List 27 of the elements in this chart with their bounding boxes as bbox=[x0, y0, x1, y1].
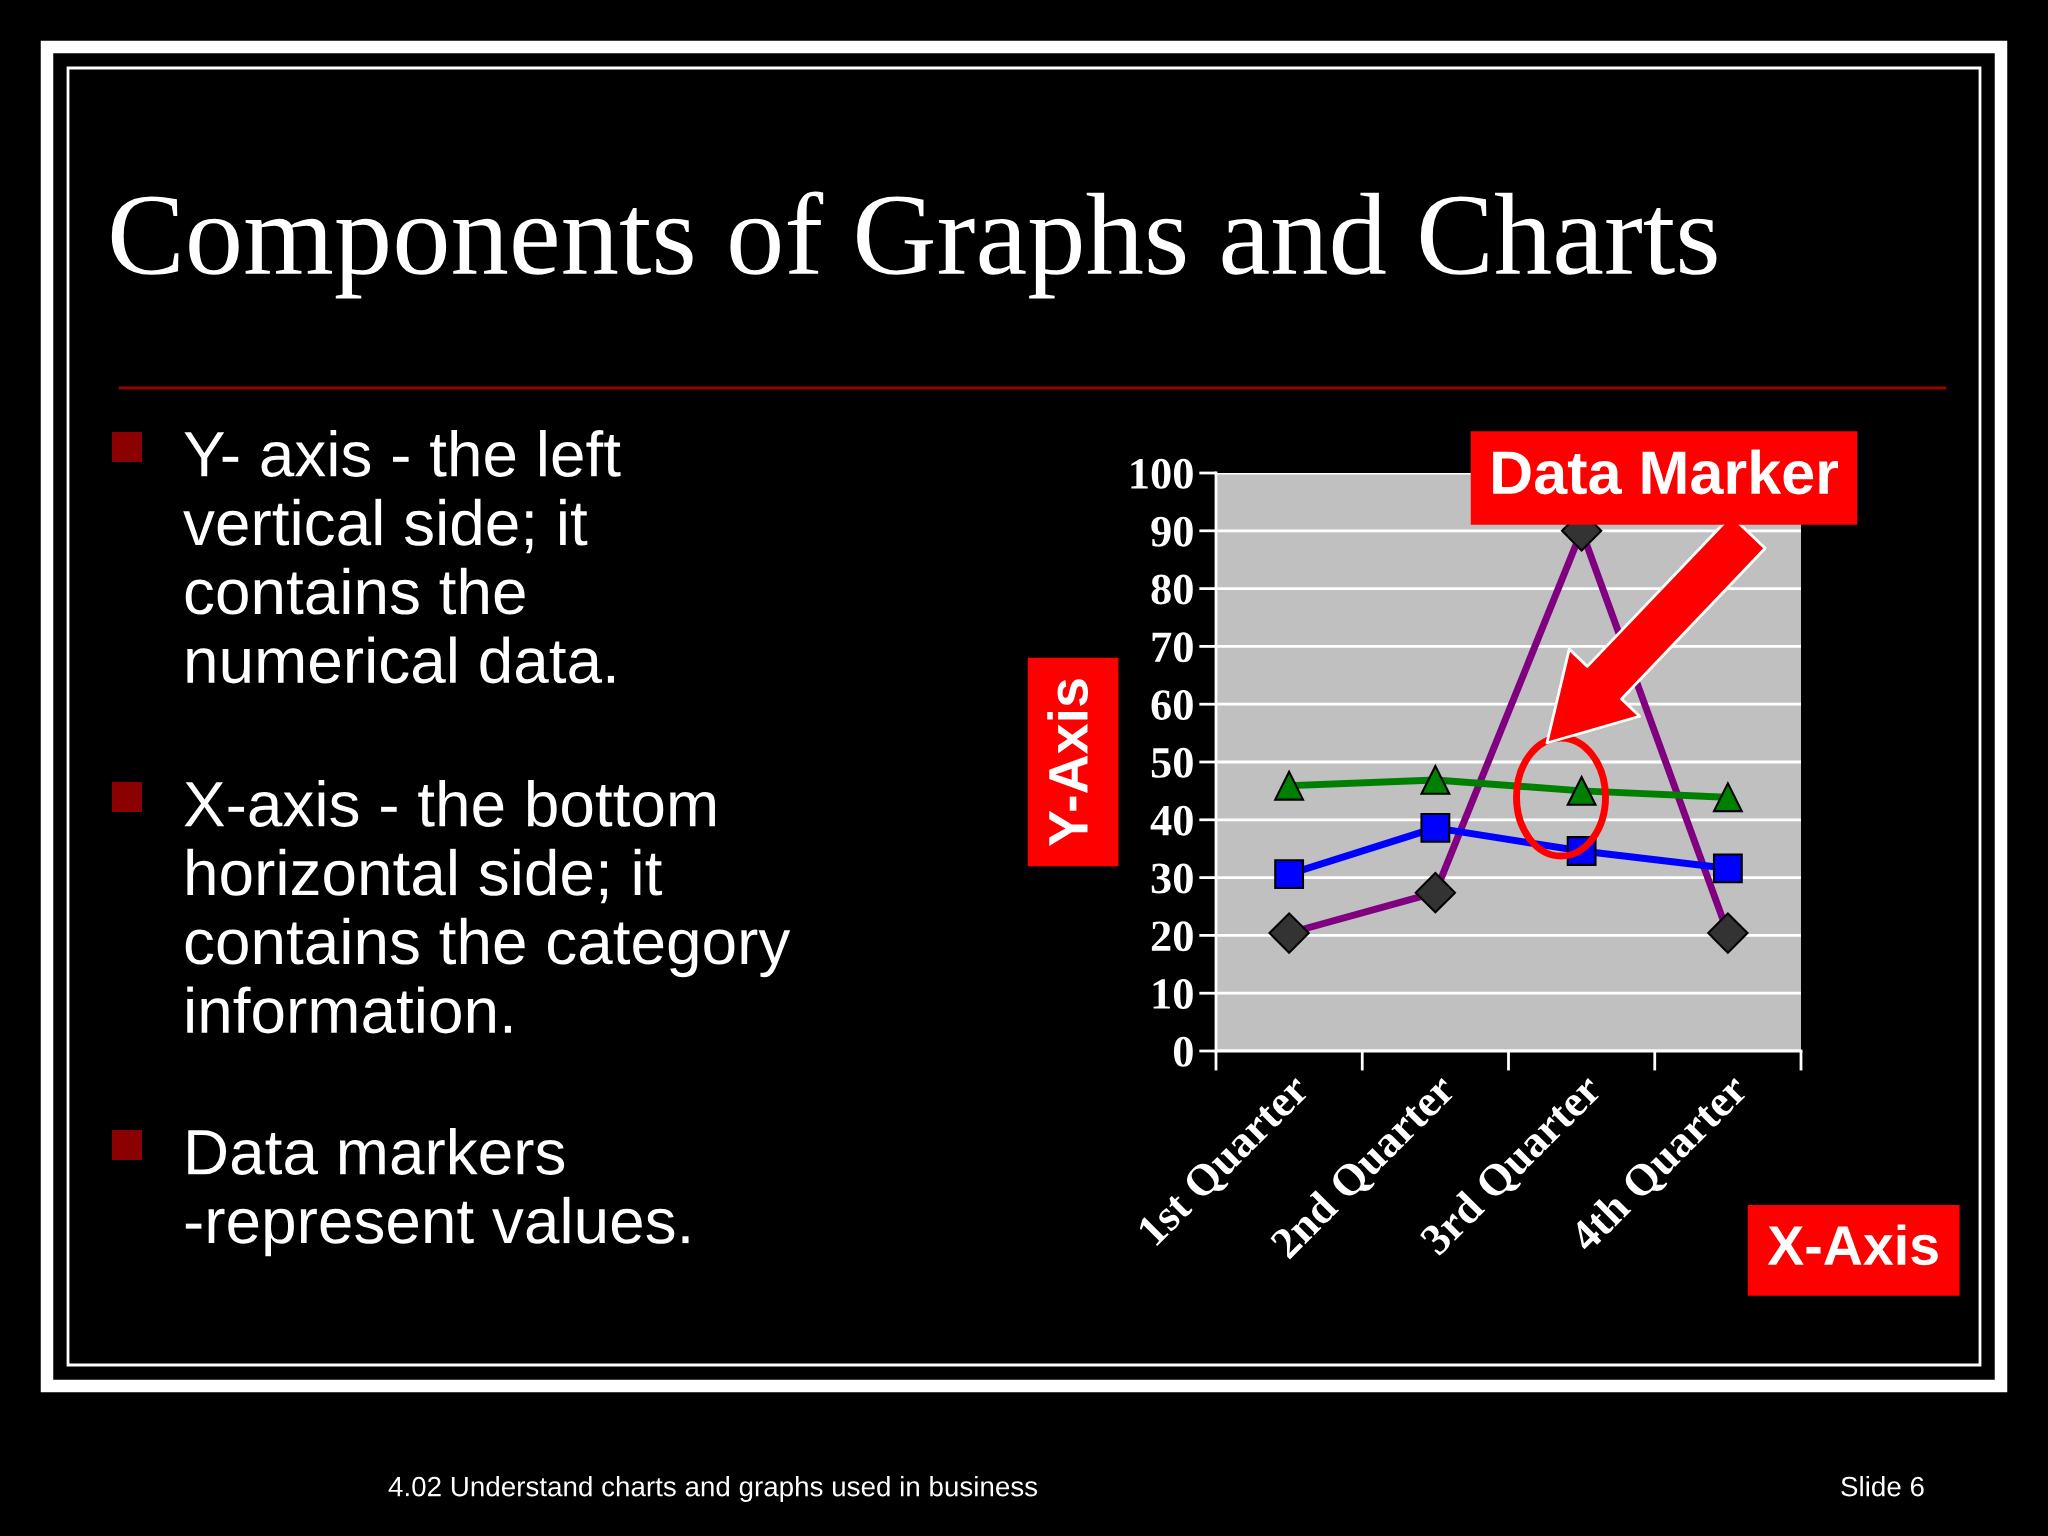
y-tick-label: 70 bbox=[1152, 632, 1193, 663]
chart-title: Components of Graphs and Charts bbox=[111, 191, 1717, 299]
annotation: Data Marker bbox=[1493, 449, 1839, 495]
text: 4.02 Understand charts and graphs used in business bbox=[388, 1476, 1038, 1502]
y-tick-label: 60 bbox=[1151, 690, 1193, 721]
point bbox=[1712, 853, 1743, 884]
point bbox=[1420, 812, 1451, 843]
y-tick-label: 10 bbox=[1153, 979, 1193, 1010]
y-tick-label: 90 bbox=[1151, 516, 1193, 547]
y-tick-label: 100 bbox=[1131, 458, 1193, 489]
x-axis-title: X-Axis bbox=[1767, 1224, 1938, 1266]
point bbox=[1712, 782, 1743, 813]
y-axis-title: Y-Axis bbox=[1047, 679, 1089, 846]
y-tick-label: 50 bbox=[1151, 747, 1193, 778]
point bbox=[1274, 859, 1305, 890]
point bbox=[1566, 775, 1597, 806]
point bbox=[1420, 764, 1451, 795]
y-tick-label: 80 bbox=[1151, 574, 1193, 605]
text: X-axis - the bottom horizontal side; it contains the category information. bbox=[184, 780, 791, 1034]
y-tick-label: 40 bbox=[1150, 805, 1193, 836]
text: Data markers -represent values. bbox=[185, 1128, 689, 1257]
y-tick-label: 30 bbox=[1151, 863, 1193, 894]
text: Y- axis - the left vertical side; it contains the numerical data. bbox=[183, 430, 621, 684]
text: Slide 6 bbox=[1841, 1476, 1924, 1497]
y-tick-label: 20 bbox=[1151, 921, 1193, 952]
y-tick-label: 0 bbox=[1173, 1036, 1193, 1067]
point bbox=[1274, 770, 1305, 801]
